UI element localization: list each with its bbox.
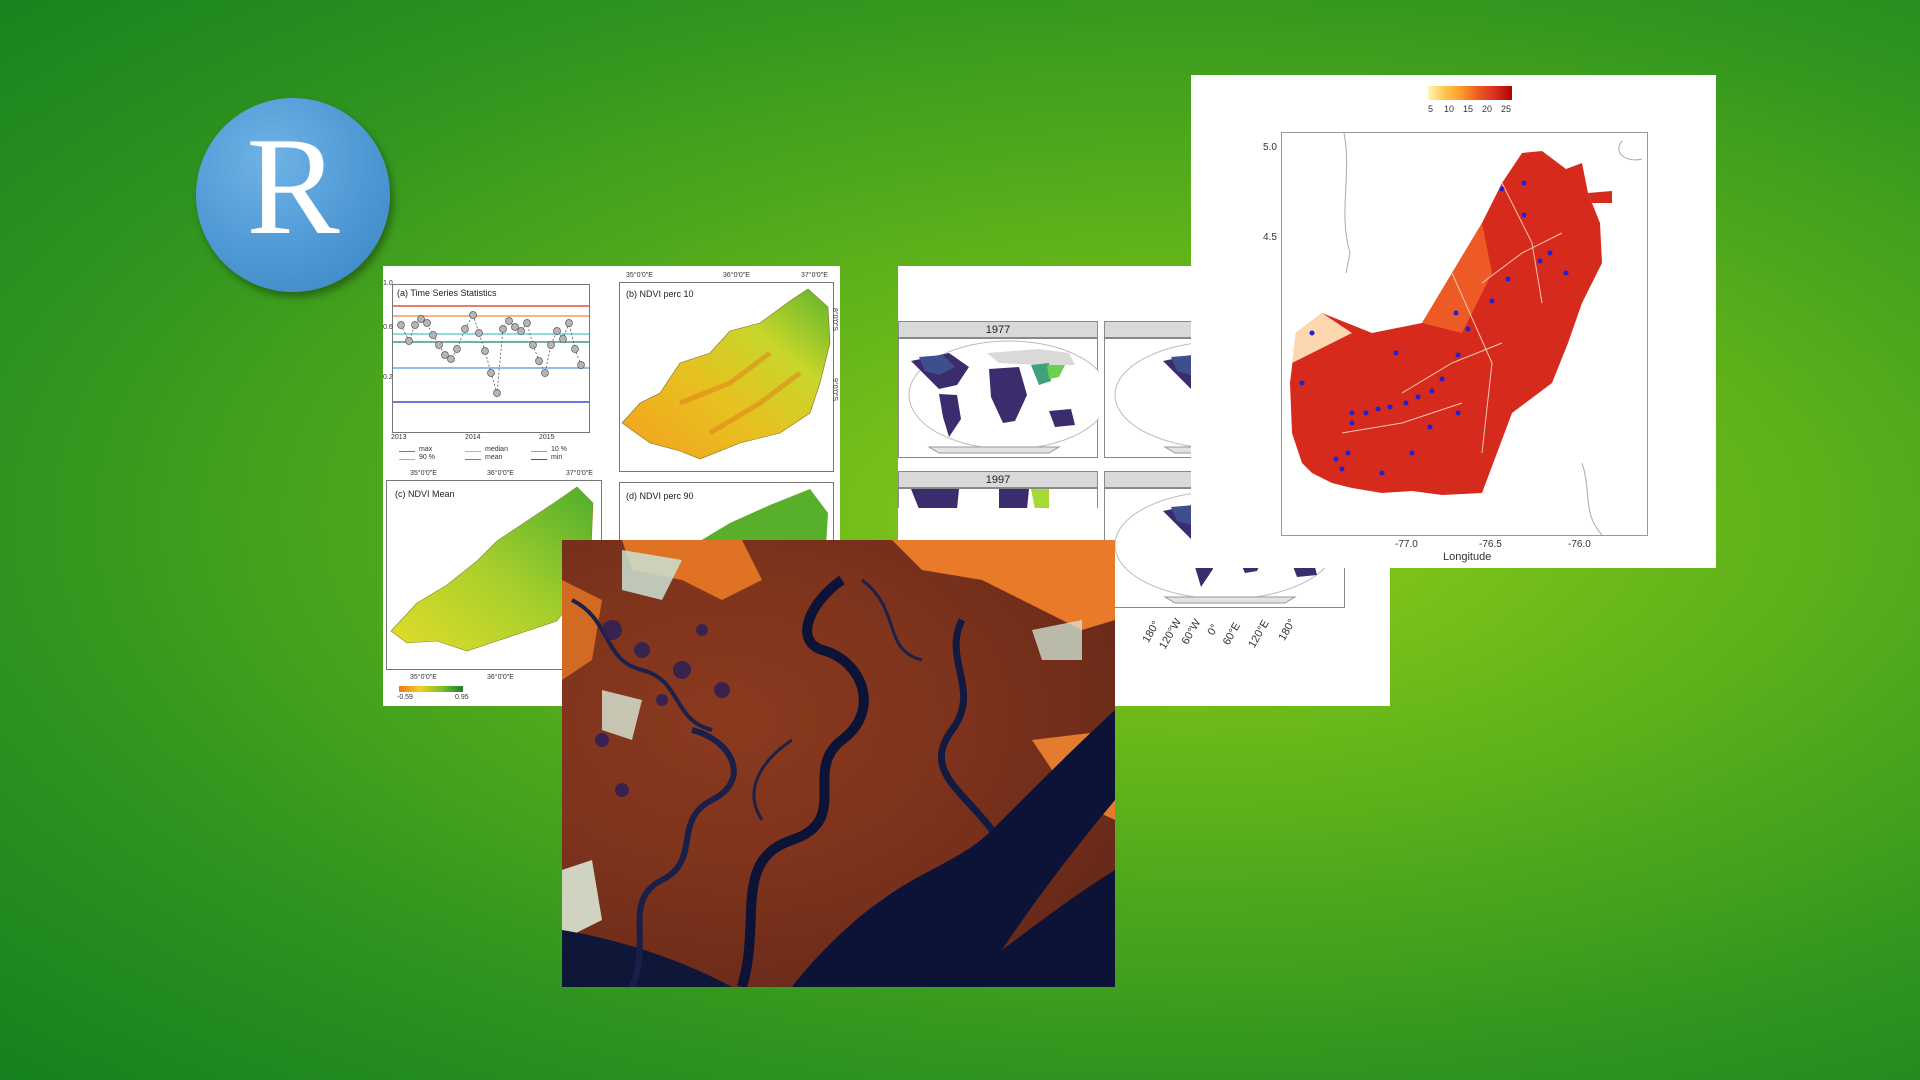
facet-map-1997 xyxy=(898,488,1098,508)
year-2014: 2014 xyxy=(465,434,481,441)
y-tick: 4.5 xyxy=(1263,232,1277,243)
lon-tick: 37°0'0"E xyxy=(566,470,593,477)
y-tick: 0.2 xyxy=(383,374,393,381)
colorbar-tick: 20 xyxy=(1482,104,1493,114)
panel-a-title: (a) Time Series Statistics xyxy=(397,288,497,298)
ndvi-perc10-map: (b) NDVI perc 10 xyxy=(619,282,834,472)
lon-tick: 36°0'0"E xyxy=(723,272,750,279)
colorbar-max: 0.95 xyxy=(455,694,469,701)
year-2015: 2015 xyxy=(539,434,555,441)
lon-tick: 60°E xyxy=(1220,620,1244,648)
colorbar-min: -0.59 xyxy=(397,694,413,701)
elevation-colorbar xyxy=(1428,86,1512,100)
lon-tick: 120°E xyxy=(1246,617,1272,651)
time-series-legend: max 90 % median mean 10 % min xyxy=(399,446,589,472)
lat-tick: 9°0'0"S xyxy=(830,378,838,401)
lon-tick: 120°W xyxy=(1157,616,1185,652)
colorbar-tick: 10 xyxy=(1444,104,1455,114)
panel-b-title: (b) NDVI perc 10 xyxy=(626,289,694,299)
lon-tick: 35°0'0"E xyxy=(626,272,653,279)
facet-strip-1997: 1997 xyxy=(898,471,1098,488)
x-axis-label: Longitude xyxy=(1443,551,1492,563)
ndvi-colorbar xyxy=(399,686,463,692)
colorbar-tick: 15 xyxy=(1463,104,1474,114)
lon-tick: 36°0'0"E xyxy=(487,470,514,477)
lon-tick: 36°0'0"E xyxy=(487,674,514,681)
facet-map-1977 xyxy=(898,338,1110,458)
y-tick: 1.0 xyxy=(383,280,393,287)
y-tick: 0.6 xyxy=(383,324,393,331)
elevation-plot-area xyxy=(1281,132,1648,536)
colorbar-tick: 25 xyxy=(1501,104,1512,114)
ndvi-mean-map: (c) NDVI Mean xyxy=(386,480,602,670)
lon-tick: 0° xyxy=(1205,622,1222,638)
time-series-plot: (a) Time Series Statistics xyxy=(392,284,590,433)
y-tick: 5.0 xyxy=(1263,142,1277,153)
x-tick: -76.5 xyxy=(1479,539,1502,550)
panel-c-title: (c) NDVI Mean xyxy=(395,489,455,499)
colorbar-tick: 5 xyxy=(1428,104,1434,114)
year-2013: 2013 xyxy=(391,434,407,441)
lon-tick: 35°0'0"E xyxy=(410,470,437,477)
r-logo-letter: R xyxy=(246,109,340,264)
lon-tick: 37°0'0"E xyxy=(801,272,828,279)
satellite-image xyxy=(562,540,1115,987)
elevation-map-figure: 5 10 15 20 25 xyxy=(1191,75,1716,568)
panel-d-title: (d) NDVI perc 90 xyxy=(626,491,694,501)
x-tick: -76.0 xyxy=(1568,539,1591,550)
lon-tick: 35°0'0"E xyxy=(410,674,437,681)
facet-strip-1977: 1977 xyxy=(898,321,1098,338)
lat-tick: 8°0'0"S xyxy=(830,308,838,331)
x-tick: -77.0 xyxy=(1395,539,1418,550)
lon-tick: 180° xyxy=(1276,617,1299,643)
r-logo: R xyxy=(196,98,390,292)
